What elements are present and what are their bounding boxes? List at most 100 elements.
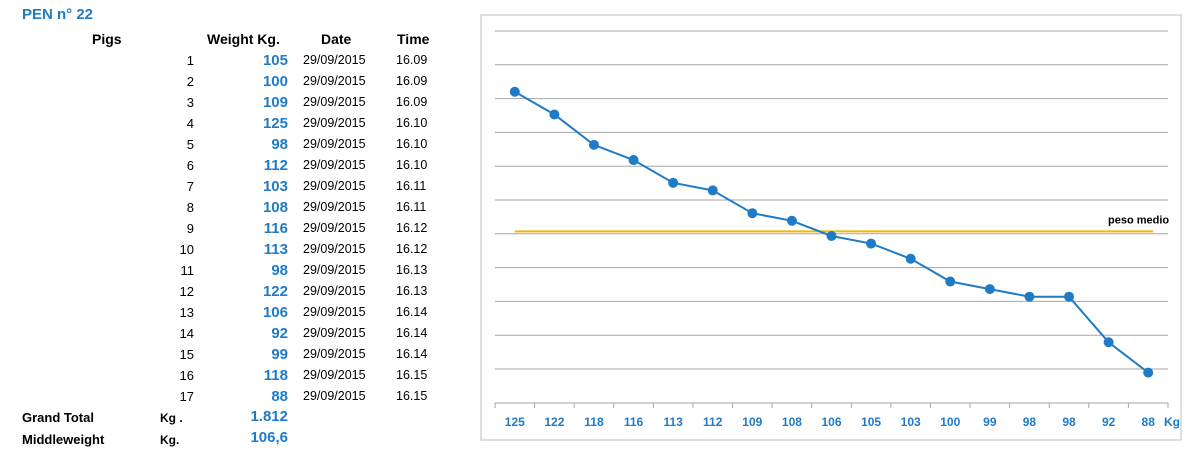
grand-total-unit: Kg . bbox=[160, 411, 183, 425]
weigh-time: 16.14 bbox=[396, 305, 428, 319]
x-tick-label: 108 bbox=[782, 415, 802, 429]
data-point bbox=[628, 155, 639, 166]
weigh-date: 29/09/2015 bbox=[303, 263, 366, 277]
table-row: 14 92 29/09/2015 16.14 bbox=[0, 323, 470, 344]
pig-weight: 98 bbox=[271, 262, 288, 279]
pig-weight: 125 bbox=[262, 115, 288, 132]
weigh-time: 16.09 bbox=[396, 74, 428, 88]
table-row: 5 98 29/09/2015 16.10 bbox=[0, 134, 470, 155]
pig-number: 12 bbox=[179, 284, 194, 299]
x-tick-label: 113 bbox=[663, 415, 683, 429]
pig-number: 1 bbox=[186, 53, 194, 68]
table-row: 12 122 29/09/2015 16.13 bbox=[0, 281, 470, 302]
grand-total-value: 1.812 bbox=[250, 408, 288, 425]
table-row: 3 109 29/09/2015 16.09 bbox=[0, 92, 470, 113]
weigh-date: 29/09/2015 bbox=[303, 389, 366, 403]
table-row: 10 113 29/09/2015 16.12 bbox=[0, 239, 470, 260]
middleweight-label: Middleweight bbox=[22, 432, 105, 447]
weigh-time: 16.13 bbox=[396, 284, 428, 298]
pig-number: 2 bbox=[186, 74, 194, 89]
weigh-date: 29/09/2015 bbox=[303, 137, 366, 151]
pen-title: PEN n° 22 bbox=[22, 6, 94, 23]
data-point bbox=[905, 253, 916, 264]
header-time: Time bbox=[397, 31, 430, 47]
header-date: Date bbox=[321, 31, 352, 47]
weigh-date: 29/09/2015 bbox=[303, 347, 366, 361]
x-tick-label: 118 bbox=[584, 415, 604, 429]
weigh-time: 16.14 bbox=[396, 326, 428, 340]
pig-weight: 122 bbox=[262, 283, 288, 300]
pig-number: 17 bbox=[179, 389, 194, 404]
average-line-label: peso medio bbox=[1108, 214, 1169, 226]
pig-number: 14 bbox=[179, 326, 194, 341]
data-point bbox=[786, 215, 797, 226]
pig-number: 4 bbox=[186, 116, 194, 131]
table-row: 6 112 29/09/2015 16.10 bbox=[0, 155, 470, 176]
data-point bbox=[826, 230, 837, 241]
pig-weight: 108 bbox=[262, 199, 288, 216]
pig-weight: 103 bbox=[262, 178, 288, 195]
weigh-time: 16.09 bbox=[396, 53, 428, 67]
chart-frame bbox=[480, 14, 1182, 441]
header-pigs: Pigs bbox=[92, 31, 122, 47]
x-tick-label: 122 bbox=[544, 415, 564, 429]
pig-weight: 106 bbox=[262, 304, 288, 321]
weigh-date: 29/09/2015 bbox=[303, 158, 366, 172]
data-point bbox=[1143, 367, 1154, 378]
weigh-time: 16.09 bbox=[396, 95, 428, 109]
table-row: 2 100 29/09/2015 16.09 bbox=[0, 71, 470, 92]
data-point bbox=[866, 238, 877, 249]
weights-table: 1 105 29/09/2015 16.09 2 100 29/09/2015 16.09 3 1… bbox=[0, 50, 470, 407]
weigh-date: 29/09/2015 bbox=[303, 116, 366, 130]
pig-weight: 105 bbox=[262, 52, 288, 69]
x-tick-label: 116 bbox=[624, 415, 644, 429]
table-row: 11 98 29/09/2015 16.13 bbox=[0, 260, 470, 281]
table-row: 16 118 29/09/2015 16.15 bbox=[0, 365, 470, 386]
weigh-time: 16.15 bbox=[396, 389, 428, 403]
weigh-date: 29/09/2015 bbox=[303, 368, 366, 382]
pig-number: 7 bbox=[186, 179, 194, 194]
middleweight-unit: Kg. bbox=[160, 433, 180, 447]
weigh-time: 16.10 bbox=[396, 116, 428, 130]
middleweight-value: 106,6 bbox=[250, 429, 288, 446]
pig-number: 13 bbox=[179, 305, 194, 320]
data-point bbox=[984, 284, 995, 295]
pig-weight: 98 bbox=[271, 136, 288, 153]
weigh-time: 16.11 bbox=[396, 200, 427, 214]
table-row: 8 108 29/09/2015 16.11 bbox=[0, 197, 470, 218]
pig-number: 10 bbox=[179, 242, 194, 257]
x-tick-label: 92 bbox=[1102, 415, 1116, 429]
weigh-time: 16.11 bbox=[396, 179, 427, 193]
table-row: 1 105 29/09/2015 16.09 bbox=[0, 50, 470, 71]
table-row: 7 103 29/09/2015 16.11 bbox=[0, 176, 470, 197]
weigh-time: 16.10 bbox=[396, 137, 428, 151]
table-row: 17 88 29/09/2015 16.15 bbox=[0, 386, 470, 407]
weigh-time: 16.10 bbox=[396, 158, 428, 172]
pig-number: 3 bbox=[186, 95, 194, 110]
x-tick-label: 88 bbox=[1142, 415, 1156, 429]
grand-total-label: Grand Total bbox=[22, 410, 94, 425]
data-point bbox=[588, 139, 599, 150]
x-tick-label: 112 bbox=[703, 415, 723, 429]
pig-weight: 92 bbox=[271, 325, 288, 342]
weigh-time: 16.15 bbox=[396, 368, 428, 382]
header-weight: Weight Kg. bbox=[207, 31, 280, 47]
pig-weight: 118 bbox=[263, 367, 288, 384]
weigh-time: 16.12 bbox=[396, 221, 428, 235]
data-point bbox=[1064, 291, 1075, 302]
pig-weight: 112 bbox=[263, 157, 288, 174]
table-row: 13 106 29/09/2015 16.14 bbox=[0, 302, 470, 323]
pig-number: 9 bbox=[186, 221, 194, 236]
pig-weight: 113 bbox=[263, 241, 288, 258]
weigh-time: 16.13 bbox=[396, 263, 428, 277]
table-row: 9 116 29/09/2015 16.12 bbox=[0, 218, 470, 239]
pig-weight: 109 bbox=[262, 94, 288, 111]
weigh-date: 29/09/2015 bbox=[303, 221, 366, 235]
x-tick-label: 103 bbox=[901, 415, 921, 429]
weigh-date: 29/09/2015 bbox=[303, 284, 366, 298]
table-row: 15 99 29/09/2015 16.14 bbox=[0, 344, 470, 365]
table-row: 4 125 29/09/2015 16.10 bbox=[0, 113, 470, 134]
data-point bbox=[707, 185, 718, 196]
data-point bbox=[1024, 291, 1035, 302]
data-point bbox=[549, 109, 560, 120]
